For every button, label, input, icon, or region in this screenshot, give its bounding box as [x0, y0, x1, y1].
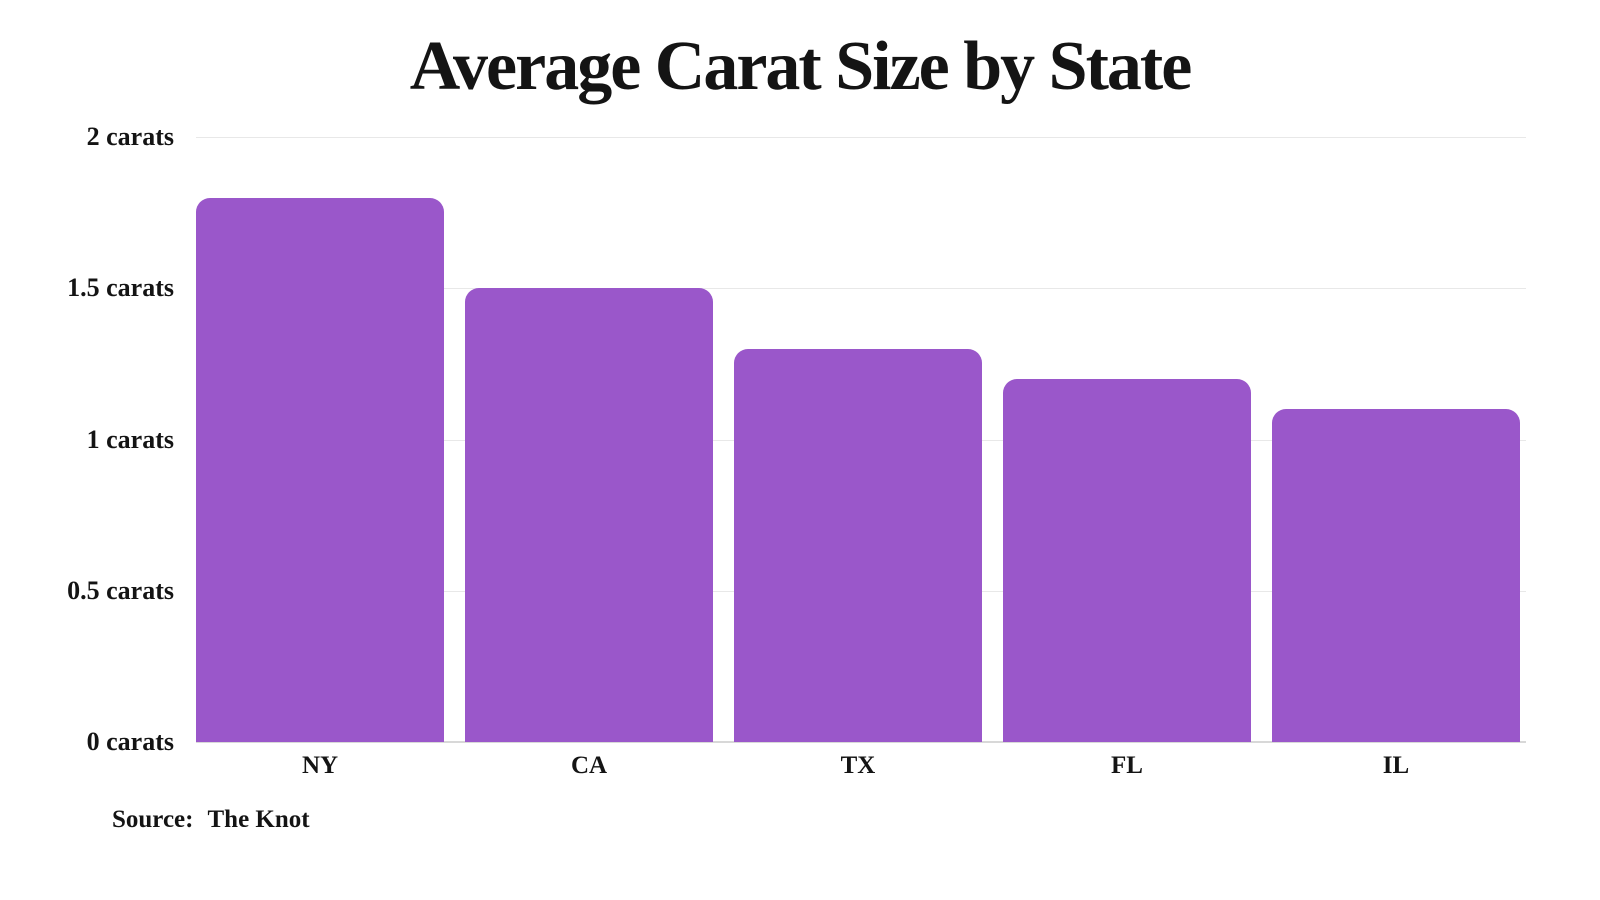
bar-fl: [1003, 379, 1251, 742]
y-axis-tick-label: 0 carats: [86, 727, 174, 756]
source-value: The Knot: [207, 806, 310, 833]
bar-ny: [196, 197, 444, 742]
x-axis-label-tx: TX: [840, 752, 876, 779]
bar-ca: [465, 288, 713, 742]
y-axis-tick-label: 2 carats: [86, 122, 174, 151]
source-note: Source: The Knot: [112, 806, 310, 834]
gridline-y: [196, 288, 1526, 290]
chart-title: Average Carat Size by State: [409, 28, 1193, 105]
y-axis-tick-label: 1 carats: [86, 424, 174, 454]
plot-area: 2 carats 1.5 carats 1 carats 0.5 carats 0 ca…: [67, 122, 1526, 779]
x-axis-label-ca: CA: [570, 752, 608, 779]
y-axis-tick-label: 1.5 carats: [67, 273, 174, 303]
source-label: Source:: [112, 806, 194, 833]
x-axis-label-il: IL: [1382, 752, 1410, 779]
bar-tx: [734, 348, 982, 742]
gridline-y: [196, 741, 1526, 743]
bar-il: [1272, 409, 1520, 742]
x-axis-label-fl: FL: [1111, 752, 1143, 779]
gridline-y: [196, 137, 1526, 138]
x-axis-label-ny: NY: [301, 752, 339, 779]
y-axis-tick-label: 0.5 carats: [67, 575, 174, 605]
